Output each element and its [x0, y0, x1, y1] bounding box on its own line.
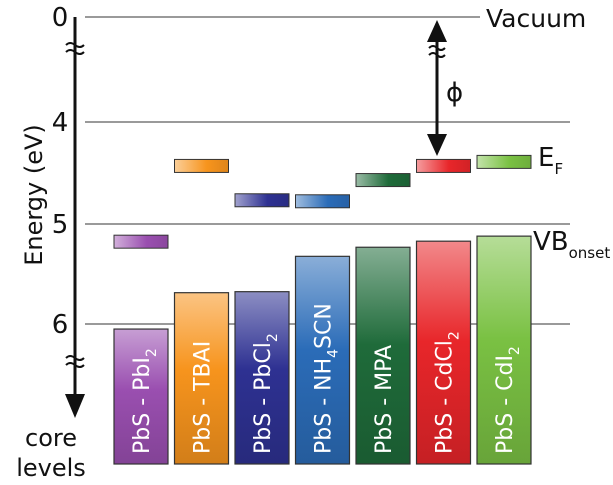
phi-arrow-break [428, 45, 446, 58]
phi-symbol: ϕ [446, 78, 463, 108]
fermi-marker-6 [476, 154, 532, 169]
fermi-marker-2 [234, 193, 290, 208]
bar-label-3: PbS - NH4SCN [312, 303, 342, 454]
vb-bar-3 [294, 255, 351, 465]
axis-break-bottom [65, 355, 85, 368]
bar-label-subscript: 2 [265, 333, 281, 342]
bar-label-0: PbS - PbI2 [130, 348, 160, 454]
bar-label-subscript: 2 [507, 346, 523, 355]
fermi-label-main: E [538, 143, 554, 173]
vb-bar-5 [415, 240, 472, 465]
vb-bar-6 [476, 235, 532, 465]
vacuum-label: Vacuum [486, 4, 586, 33]
fermi-marker-0 [113, 234, 169, 249]
phi-arrow-head-down [427, 134, 447, 156]
bar-label-text: PbS - CdCl [433, 340, 458, 454]
bar-label-text: PbS - CdI [493, 355, 518, 454]
vb-bar-4 [355, 246, 411, 465]
work-function-arrow [427, 20, 447, 156]
y-axis-arrowhead [65, 394, 85, 418]
vb-onset-label-main: VB [533, 227, 569, 257]
core-levels-label-line2: levels [16, 454, 86, 482]
phi-arrow-head-up [427, 20, 447, 42]
bar-label-text: PbS - TBAI [191, 341, 216, 454]
y-axis [65, 17, 85, 418]
fermi-marker-4 [355, 173, 411, 188]
vb-bar-1 [173, 292, 230, 465]
fermi-label: EF [538, 143, 563, 178]
bar-label-text: PbS - MPA [372, 345, 397, 454]
bar-label-text: PbS - PbCl [251, 342, 276, 454]
fermi-label-sub: F [554, 160, 563, 178]
bar-label-subscript: 2 [144, 348, 160, 357]
y-tick-6: 6 [52, 310, 69, 340]
bar-label-subscript: 4 [326, 349, 342, 358]
fermi-marker-3 [295, 194, 350, 209]
vb-onset-label-sub: onset [569, 244, 611, 262]
fermi-markers [113, 154, 532, 249]
bar-label-subscript: 2 [447, 331, 463, 340]
bar-label-text: PbS - PbI [130, 357, 155, 454]
bar-label-text: PbS - NH [312, 358, 337, 454]
bar-label-4: PbS - MPA [372, 345, 397, 454]
y-tick-4: 4 [52, 108, 69, 138]
bar-label-5: PbS - CdCl2 [433, 331, 463, 454]
core-levels-label-line1: core [25, 424, 77, 452]
bar-label-6: PbS - CdI2 [493, 346, 523, 454]
vb-bar-0 [113, 328, 169, 465]
vb-onset-label: VBonset [533, 227, 610, 262]
y-axis-label: Energy (eV) [20, 124, 48, 266]
fermi-marker-1 [174, 158, 229, 173]
y-tick-0: 0 [52, 3, 69, 33]
bar-label-suffix: SCN [312, 303, 337, 349]
fermi-marker-5 [416, 158, 471, 173]
y-tick-5: 5 [52, 210, 69, 240]
bar-label-1: PbS - TBAI [191, 341, 216, 454]
axis-break-top [65, 42, 85, 55]
vb-bar-2 [234, 291, 290, 465]
bar-label-2: PbS - PbCl2 [251, 333, 281, 454]
